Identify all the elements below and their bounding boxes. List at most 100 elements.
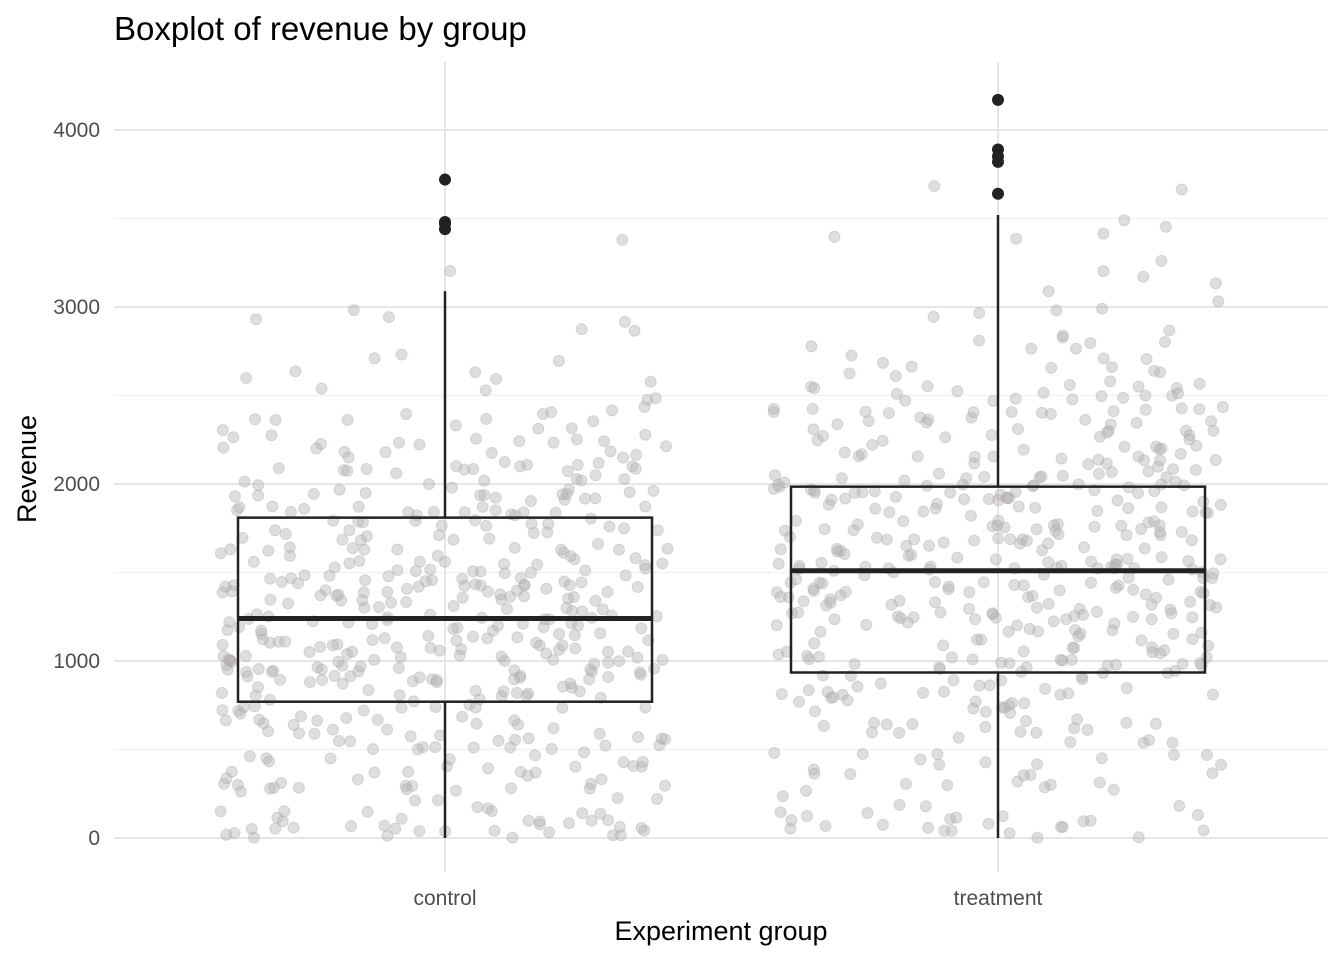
jitter-point bbox=[1143, 734, 1155, 747]
jitter-point bbox=[973, 307, 986, 319]
jitter-point bbox=[578, 746, 591, 759]
jitter-point bbox=[1110, 658, 1122, 671]
jitter-point bbox=[927, 310, 940, 323]
jitter-point bbox=[1158, 644, 1171, 657]
jitter-point bbox=[985, 429, 998, 441]
jitter-point bbox=[1132, 487, 1144, 499]
jitter-point bbox=[1017, 769, 1030, 782]
jitter-point bbox=[1166, 389, 1179, 402]
jitter-point bbox=[1207, 567, 1220, 580]
jitter-point bbox=[275, 776, 288, 789]
jitter-point bbox=[1074, 627, 1087, 640]
jitter-point bbox=[968, 534, 981, 547]
jitter-point bbox=[219, 580, 232, 593]
jitter-point bbox=[333, 735, 345, 747]
jitter-point bbox=[413, 438, 426, 451]
jitter-point bbox=[1070, 342, 1082, 355]
jitter-point bbox=[360, 530, 373, 543]
jitter-point bbox=[576, 807, 589, 820]
jitter-point bbox=[1183, 429, 1196, 442]
jitter-point bbox=[992, 532, 1005, 545]
jitter-point bbox=[255, 627, 268, 640]
jitter-point bbox=[902, 549, 915, 562]
jitter-point bbox=[359, 487, 372, 499]
jitter-point bbox=[1142, 465, 1155, 478]
jitter-point bbox=[634, 668, 647, 681]
jitter-point bbox=[585, 777, 597, 790]
jitter-point bbox=[1145, 613, 1158, 626]
jitter-point bbox=[1069, 624, 1082, 636]
jitter-point bbox=[561, 465, 574, 478]
jitter-point bbox=[1102, 425, 1115, 437]
jitter-point bbox=[584, 663, 597, 676]
jitter-point bbox=[1135, 523, 1148, 536]
jitter-point bbox=[619, 569, 632, 582]
jitter-point bbox=[967, 702, 980, 715]
jitter-point bbox=[861, 807, 874, 819]
jitter-point bbox=[809, 705, 821, 718]
jitter-point bbox=[323, 569, 336, 582]
jitter-point bbox=[354, 660, 367, 673]
jitter-point bbox=[793, 695, 805, 708]
jitter-point bbox=[271, 811, 284, 824]
jitter-point bbox=[1106, 624, 1119, 637]
jitter-point bbox=[1027, 479, 1040, 492]
jitter-point bbox=[225, 585, 238, 598]
jitter-point bbox=[856, 748, 869, 760]
jitter-point bbox=[1153, 519, 1166, 532]
jitter-point bbox=[1138, 542, 1151, 555]
jitter-point bbox=[228, 827, 241, 840]
jitter-point bbox=[390, 467, 403, 480]
jitter-point bbox=[1097, 352, 1110, 365]
jitter-point bbox=[371, 713, 384, 726]
jitter-point bbox=[1149, 717, 1162, 730]
jitter-point bbox=[808, 382, 821, 395]
jitter-point bbox=[401, 582, 413, 595]
jitter-point bbox=[1185, 534, 1198, 547]
jitter-point bbox=[265, 665, 278, 678]
jitter-point bbox=[1167, 627, 1180, 640]
jitter-point bbox=[336, 533, 349, 546]
jitter-point bbox=[216, 704, 229, 717]
jitter-point bbox=[368, 653, 381, 666]
jitter-point bbox=[815, 556, 828, 569]
jitter-point bbox=[346, 542, 359, 554]
jitter-point bbox=[1139, 389, 1152, 402]
jitter-point bbox=[373, 601, 385, 614]
jitter-point bbox=[510, 686, 523, 699]
jitter-point bbox=[656, 557, 669, 570]
jitter-point bbox=[392, 662, 405, 675]
jitter-point bbox=[1155, 501, 1168, 514]
jitter-point bbox=[1186, 633, 1199, 646]
y-tick-label: 1000 bbox=[53, 650, 100, 673]
jitter-point bbox=[276, 815, 289, 828]
jitter-point bbox=[630, 448, 643, 461]
jitter-point bbox=[835, 472, 848, 485]
jitter-point bbox=[234, 707, 247, 720]
jitter-point bbox=[814, 625, 827, 638]
jitter-point bbox=[1068, 641, 1081, 654]
jitter-point bbox=[859, 405, 872, 418]
jitter-point bbox=[521, 458, 534, 471]
jitter-point bbox=[495, 650, 508, 663]
jitter-point bbox=[593, 727, 606, 740]
jitter-point bbox=[1064, 736, 1077, 749]
jitter-point bbox=[1167, 463, 1179, 476]
jitter-point bbox=[558, 493, 571, 506]
jitter-point bbox=[807, 582, 820, 595]
jitter-point bbox=[474, 579, 487, 592]
jitter-point bbox=[931, 497, 943, 510]
jitter-point bbox=[831, 542, 843, 555]
jitter-point bbox=[995, 656, 1008, 669]
jitter-point bbox=[557, 546, 570, 559]
jitter-point bbox=[1154, 647, 1167, 660]
jitter-point bbox=[585, 814, 598, 827]
jitter-point bbox=[1197, 495, 1210, 508]
jitter-point bbox=[422, 629, 435, 642]
jitter-point bbox=[481, 802, 494, 815]
jitter-point bbox=[1193, 377, 1206, 390]
jitter-point bbox=[450, 460, 463, 473]
jitter-point bbox=[409, 565, 422, 578]
jitter-point bbox=[802, 684, 815, 697]
jitter-point bbox=[855, 448, 868, 461]
